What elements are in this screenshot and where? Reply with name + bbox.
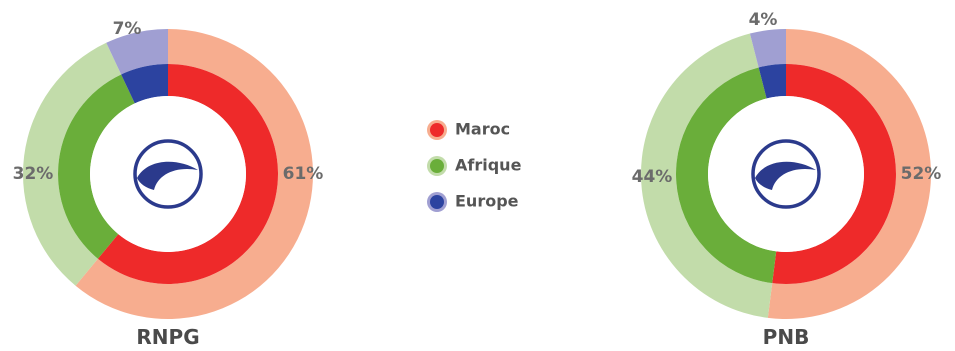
inner-slice-maroc xyxy=(97,64,278,285)
donut-hole xyxy=(90,96,246,252)
outer-slice-europe xyxy=(749,29,786,68)
value-label-europe: 7% xyxy=(113,19,142,39)
inner-slice-afrique xyxy=(676,67,777,284)
legend-label-afrique: Afrique xyxy=(455,156,522,175)
donut-chart-1: 61% 32% 7% RNPG xyxy=(13,19,324,349)
legend-marker-afrique xyxy=(430,159,444,173)
bank-logo-icon xyxy=(751,139,821,209)
value-label-maroc: 61% xyxy=(283,164,324,184)
chart-title: PNB xyxy=(763,325,810,349)
outer-slice-maroc xyxy=(75,29,314,319)
legend-label-europe: Europe xyxy=(455,192,519,211)
value-label-maroc: 52% xyxy=(901,164,942,184)
donut-hole xyxy=(708,96,864,252)
inner-slice-afrique xyxy=(57,74,135,259)
inner-slice-europe xyxy=(758,64,786,99)
outer-slice-europe xyxy=(106,29,168,75)
legend: Maroc Afrique Europe xyxy=(427,120,522,212)
chart-title: RNPG xyxy=(136,325,199,349)
legend-label-maroc: Maroc xyxy=(455,120,510,139)
legend-marker-europe xyxy=(430,195,444,209)
bank-logo-icon xyxy=(133,139,203,209)
donut-chart-2: 52% 44% 4% PNB xyxy=(632,10,942,349)
inner-slice-maroc xyxy=(772,64,896,285)
legend-marker-maroc xyxy=(430,123,444,137)
value-label-afrique: 32% xyxy=(13,164,54,184)
value-label-afrique: 44% xyxy=(632,167,673,187)
value-label-europe: 4% xyxy=(749,10,778,30)
inner-slice-europe xyxy=(121,64,168,104)
outer-slice-afrique xyxy=(640,33,773,318)
outer-slice-afrique xyxy=(22,42,122,286)
outer-slice-maroc xyxy=(767,29,932,319)
